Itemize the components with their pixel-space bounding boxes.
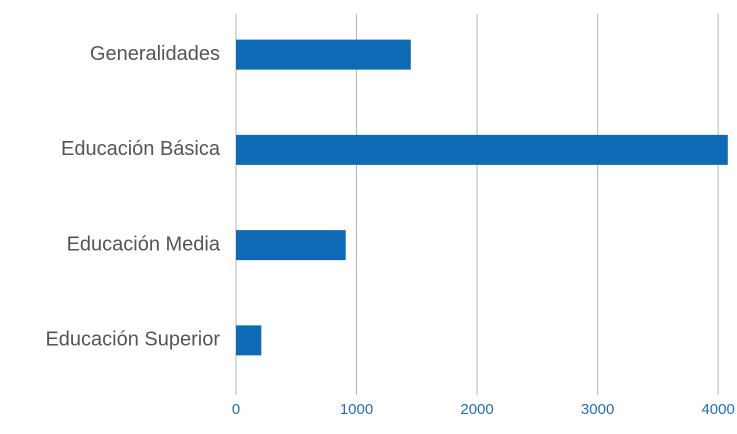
bar: [236, 230, 346, 261]
bar: [236, 134, 728, 165]
y-tick-label: Educación Media: [67, 233, 221, 255]
y-tick-label: Generalidades: [90, 43, 220, 65]
x-tick-label: 1000: [340, 401, 373, 418]
x-tick-label: 3000: [581, 401, 614, 418]
x-tick-label: 2000: [460, 401, 493, 418]
y-tick-label: Educación Superior: [45, 329, 220, 351]
x-tick-label: 4000: [701, 401, 734, 418]
y-tick-label: Educación Básica: [61, 138, 221, 160]
bar: [236, 39, 411, 70]
x-tick-label: 0: [232, 401, 240, 418]
bar: [236, 325, 262, 356]
